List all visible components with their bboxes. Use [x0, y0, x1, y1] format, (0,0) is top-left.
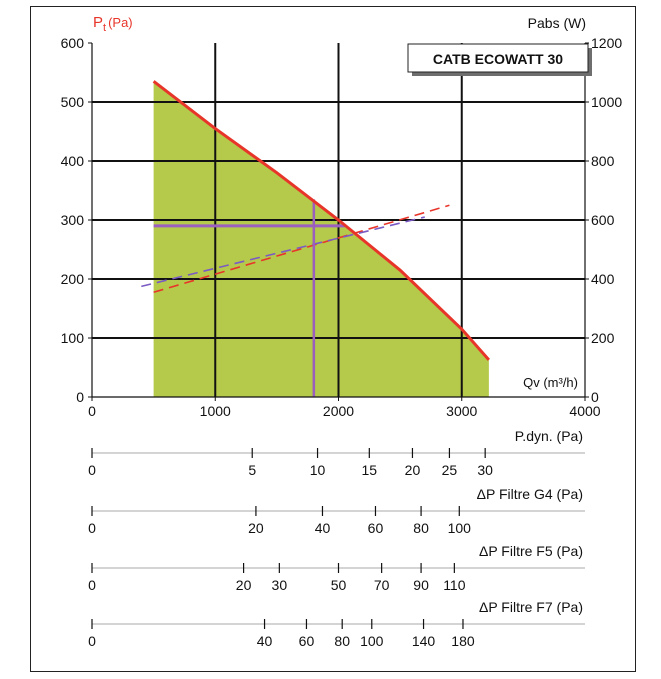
y-right-tick-label: 200	[591, 330, 615, 346]
y-right-axis-title: Pabs (W)	[528, 15, 586, 31]
scale-title: ΔP Filtre G4 (Pa)	[477, 486, 583, 502]
scale-tick-label: 80	[334, 633, 350, 649]
y-right-tick-label: 600	[591, 212, 615, 228]
y-left-tick-label: 400	[61, 153, 85, 169]
y-left-tick-label: 600	[61, 35, 85, 51]
scale-tick-label: 10	[310, 462, 326, 478]
y-left-tick-label: 200	[61, 271, 85, 287]
scale-tick-label: 20	[236, 577, 252, 593]
scale-tick-label: 40	[315, 520, 331, 536]
scale-tick-label: 140	[412, 633, 436, 649]
scale-tick-label: 0	[88, 462, 96, 478]
scale-tick-label: 5	[248, 462, 256, 478]
scale-title: ΔP Filtre F5 (Pa)	[479, 543, 583, 559]
scale-tick-label: 60	[368, 520, 384, 536]
auxiliary-scales-layer: P.dyn. (Pa) 0 5 10 15 20 25 30 ΔP Filtre G4 (Pa)…	[88, 428, 585, 649]
x-tick-label: 4000	[569, 403, 600, 419]
scale-tick-label: 80	[413, 520, 429, 536]
scale-tick-label: 50	[331, 577, 347, 593]
operating-area-fill	[154, 81, 489, 397]
scale-tick-label: 100	[360, 633, 384, 649]
scale-tick-label: 180	[451, 633, 475, 649]
x-tick-label: 0	[88, 403, 96, 419]
scale-tick-label: 90	[413, 577, 429, 593]
y-left-tick-label: 500	[61, 94, 85, 110]
y-right-tick-label: 800	[591, 153, 615, 169]
scale-tick-label: 40	[257, 633, 273, 649]
plot-fill-layer	[154, 81, 489, 397]
scale-tick-label: 70	[374, 577, 390, 593]
scale-tick-label: 110	[443, 577, 466, 593]
scale-tick-label: 0	[88, 633, 96, 649]
scale-tick-label: 30	[477, 462, 493, 478]
scale-tick-label: 100	[448, 520, 472, 536]
y-left-symbol: P	[93, 14, 103, 31]
y-left-axis-title: Pt (Pa)	[93, 14, 133, 34]
y-left-tick-label: 0	[76, 389, 84, 405]
scale-title: ΔP Filtre F7 (Pa)	[479, 599, 583, 615]
scale-tick-label: 60	[299, 633, 315, 649]
y-left-tick-label: 100	[61, 330, 85, 346]
scale-tick-label: 20	[248, 520, 264, 536]
scale-tick-label: 0	[88, 577, 96, 593]
y-right-tick-label: 1200	[591, 35, 622, 51]
scale-tick-label: 15	[362, 462, 378, 478]
y-right-tick-label: 1000	[591, 94, 622, 110]
chart-title-box: CATB ECOWATT 30	[408, 44, 592, 76]
scale-tick-label: 0	[88, 520, 96, 536]
scale-title: P.dyn. (Pa)	[515, 428, 583, 444]
y-right-tick-label: 400	[591, 271, 615, 287]
x-axis-title: Qv (m³/h)	[523, 375, 578, 390]
y-left-unit: (Pa)	[108, 15, 133, 30]
chart-title: CATB ECOWATT 30	[433, 51, 563, 67]
x-tick-label: 1000	[200, 403, 231, 419]
y-left-symbol-sub: t	[103, 22, 106, 34]
scale-tick-label: 25	[442, 462, 458, 478]
scale-tick-label: 30	[272, 577, 288, 593]
x-tick-label: 2000	[323, 403, 354, 419]
scale-tick-label: 20	[405, 462, 421, 478]
y-left-tick-label: 300	[61, 212, 85, 228]
x-tick-label: 3000	[446, 403, 477, 419]
